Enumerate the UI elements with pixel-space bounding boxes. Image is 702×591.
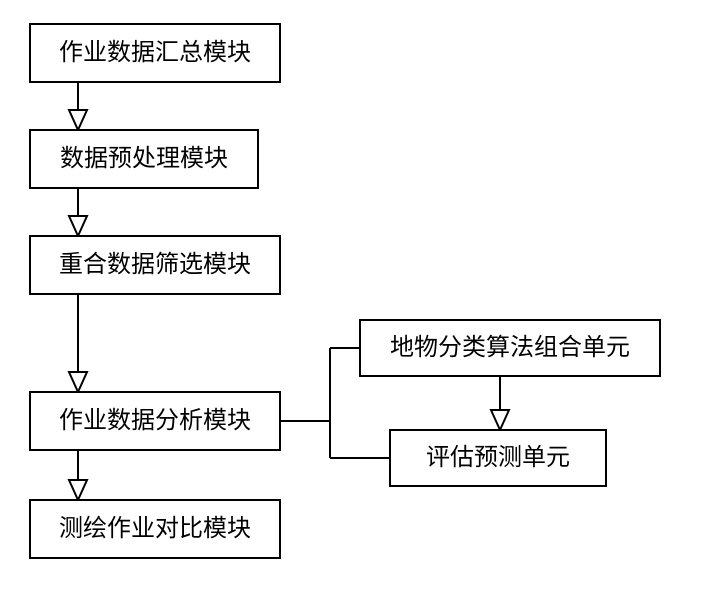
node-filter-module: 重合数据筛选模块 — [30, 236, 280, 294]
arrow-n1-n2 — [69, 82, 87, 130]
node-label: 作业数据汇总模块 — [59, 39, 251, 66]
node-label: 数据预处理模块 — [60, 145, 228, 172]
node-label: 作业数据分析模块 — [59, 407, 251, 434]
node-classification-unit: 地物分类算法组合单元 — [360, 320, 660, 376]
arrow-n6-n7 — [491, 376, 509, 430]
arrow-n3-n4 — [69, 294, 87, 392]
node-label: 重合数据筛选模块 — [59, 251, 251, 278]
arrow-n4-n5 — [69, 450, 87, 500]
node-evaluation-unit: 评估预测单元 — [390, 430, 606, 486]
node-label: 评估预测单元 — [426, 444, 570, 471]
node-summary-module: 作业数据汇总模块 — [30, 24, 280, 82]
node-preprocess-module: 数据预处理模块 — [30, 130, 258, 188]
arrow-n2-n3 — [69, 188, 87, 236]
node-analysis-module: 作业数据分析模块 — [30, 392, 280, 450]
node-compare-module: 测绘作业对比模块 — [30, 500, 280, 558]
node-label: 测绘作业对比模块 — [59, 515, 251, 542]
node-label: 地物分类算法组合单元 — [390, 334, 630, 361]
